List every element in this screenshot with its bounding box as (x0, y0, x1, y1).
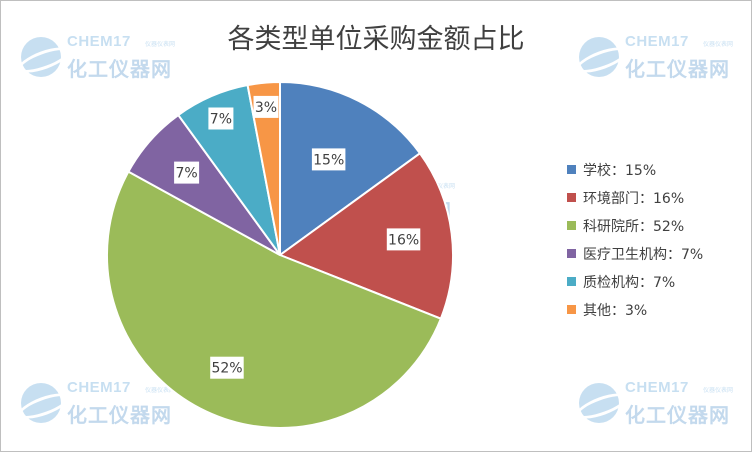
chart-title: 各类型单位采购金额占比 (227, 24, 525, 55)
data-label-text: 15% (313, 152, 344, 168)
watermark-brand: CHEM17 (625, 33, 689, 50)
legend-item: 医疗卫生机构：7% (567, 245, 703, 273)
data-label-text: 7% (175, 166, 197, 182)
watermark-brand: CHEM17 (67, 379, 131, 396)
watermark-brand: CHEM17 (67, 33, 131, 50)
data-label-3: 52% (210, 356, 244, 379)
legend-swatch (567, 305, 576, 314)
watermark-logo: CHEM17 仪器仪表网 化工仪器网 (579, 31, 744, 83)
watermark-name: 化工仪器网 (67, 57, 172, 81)
legend-item: 学校：15% (567, 161, 703, 189)
data-label-box (311, 148, 346, 171)
pie-slice-3 (105, 170, 443, 430)
data-label-box (174, 161, 200, 184)
globe-icon (21, 37, 61, 77)
data-label-1: 15% (311, 148, 346, 171)
legend-label: 环境部门：16% (583, 191, 685, 207)
watermark-tagline: 仪器仪表网 (703, 387, 734, 394)
legend-label: 质检机构：7% (583, 275, 676, 291)
watermark-name: 化工仪器网 (625, 403, 730, 427)
pie-slice-6 (246, 80, 281, 256)
data-label-2: 16% (386, 228, 421, 251)
legend-label: 其他：3% (583, 303, 648, 319)
legend-label: 学校：15% (583, 163, 657, 179)
globe-icon (21, 383, 61, 423)
chart-legend: 学校：15% 环境部门：16% 科研院所：52% 医疗卫生机构：7% 质检机构：7% 其他… (567, 161, 703, 329)
legend-swatch (567, 165, 576, 174)
legend-swatch (567, 249, 576, 258)
watermark-tagline: 仪器仪表网 (145, 387, 176, 394)
watermark-logo: CHEM17 仪器仪表网 化工仪器网 (21, 31, 186, 83)
legend-label: 医疗卫生机构：7% (583, 247, 704, 263)
legend-swatch (567, 221, 576, 230)
watermark-tagline: 仪器仪表网 (145, 41, 176, 48)
data-label-box (253, 95, 279, 118)
legend-swatch (567, 193, 576, 202)
watermark-logo: CHEM17 仪器仪表网 化工仪器网 (579, 377, 744, 429)
legend-item: 科研院所：52% (567, 217, 703, 245)
watermark-tagline: 仪器仪表网 (703, 41, 734, 48)
data-label-text: 3% (255, 100, 277, 116)
legend-item: 其他：3% (567, 301, 703, 329)
pie-slice-2 (277, 151, 455, 320)
pie-slice-1 (279, 80, 422, 257)
watermark-name: 化工仪器网 (625, 57, 730, 81)
watermark-name: 化工仪器网 (67, 403, 172, 427)
data-label-5: 7% (208, 107, 234, 130)
watermark-brand: CHEM17 (625, 379, 689, 396)
legend-swatch (567, 277, 576, 286)
watermark-logo: CHEM17 仪器仪表网 化工仪器网 (21, 377, 186, 429)
legend-item: 环境部门：16% (567, 189, 703, 217)
data-label-text: 52% (211, 361, 242, 377)
data-label-text: 16% (388, 232, 419, 248)
data-label-box (386, 228, 421, 251)
pie-data-labels: 15% 16% 52% 7% 7% 3% (174, 95, 421, 379)
data-label-6: 3% (253, 95, 279, 118)
globe-icon (579, 37, 619, 77)
data-label-box (210, 356, 244, 379)
legend-label: 科研院所：52% (583, 219, 685, 235)
globe-icon (579, 383, 619, 423)
data-label-box (208, 107, 234, 130)
pie-slices (105, 80, 455, 430)
legend-item: 质检机构：7% (567, 273, 703, 301)
data-label-4: 7% (174, 161, 200, 184)
data-label-text: 7% (210, 112, 232, 128)
